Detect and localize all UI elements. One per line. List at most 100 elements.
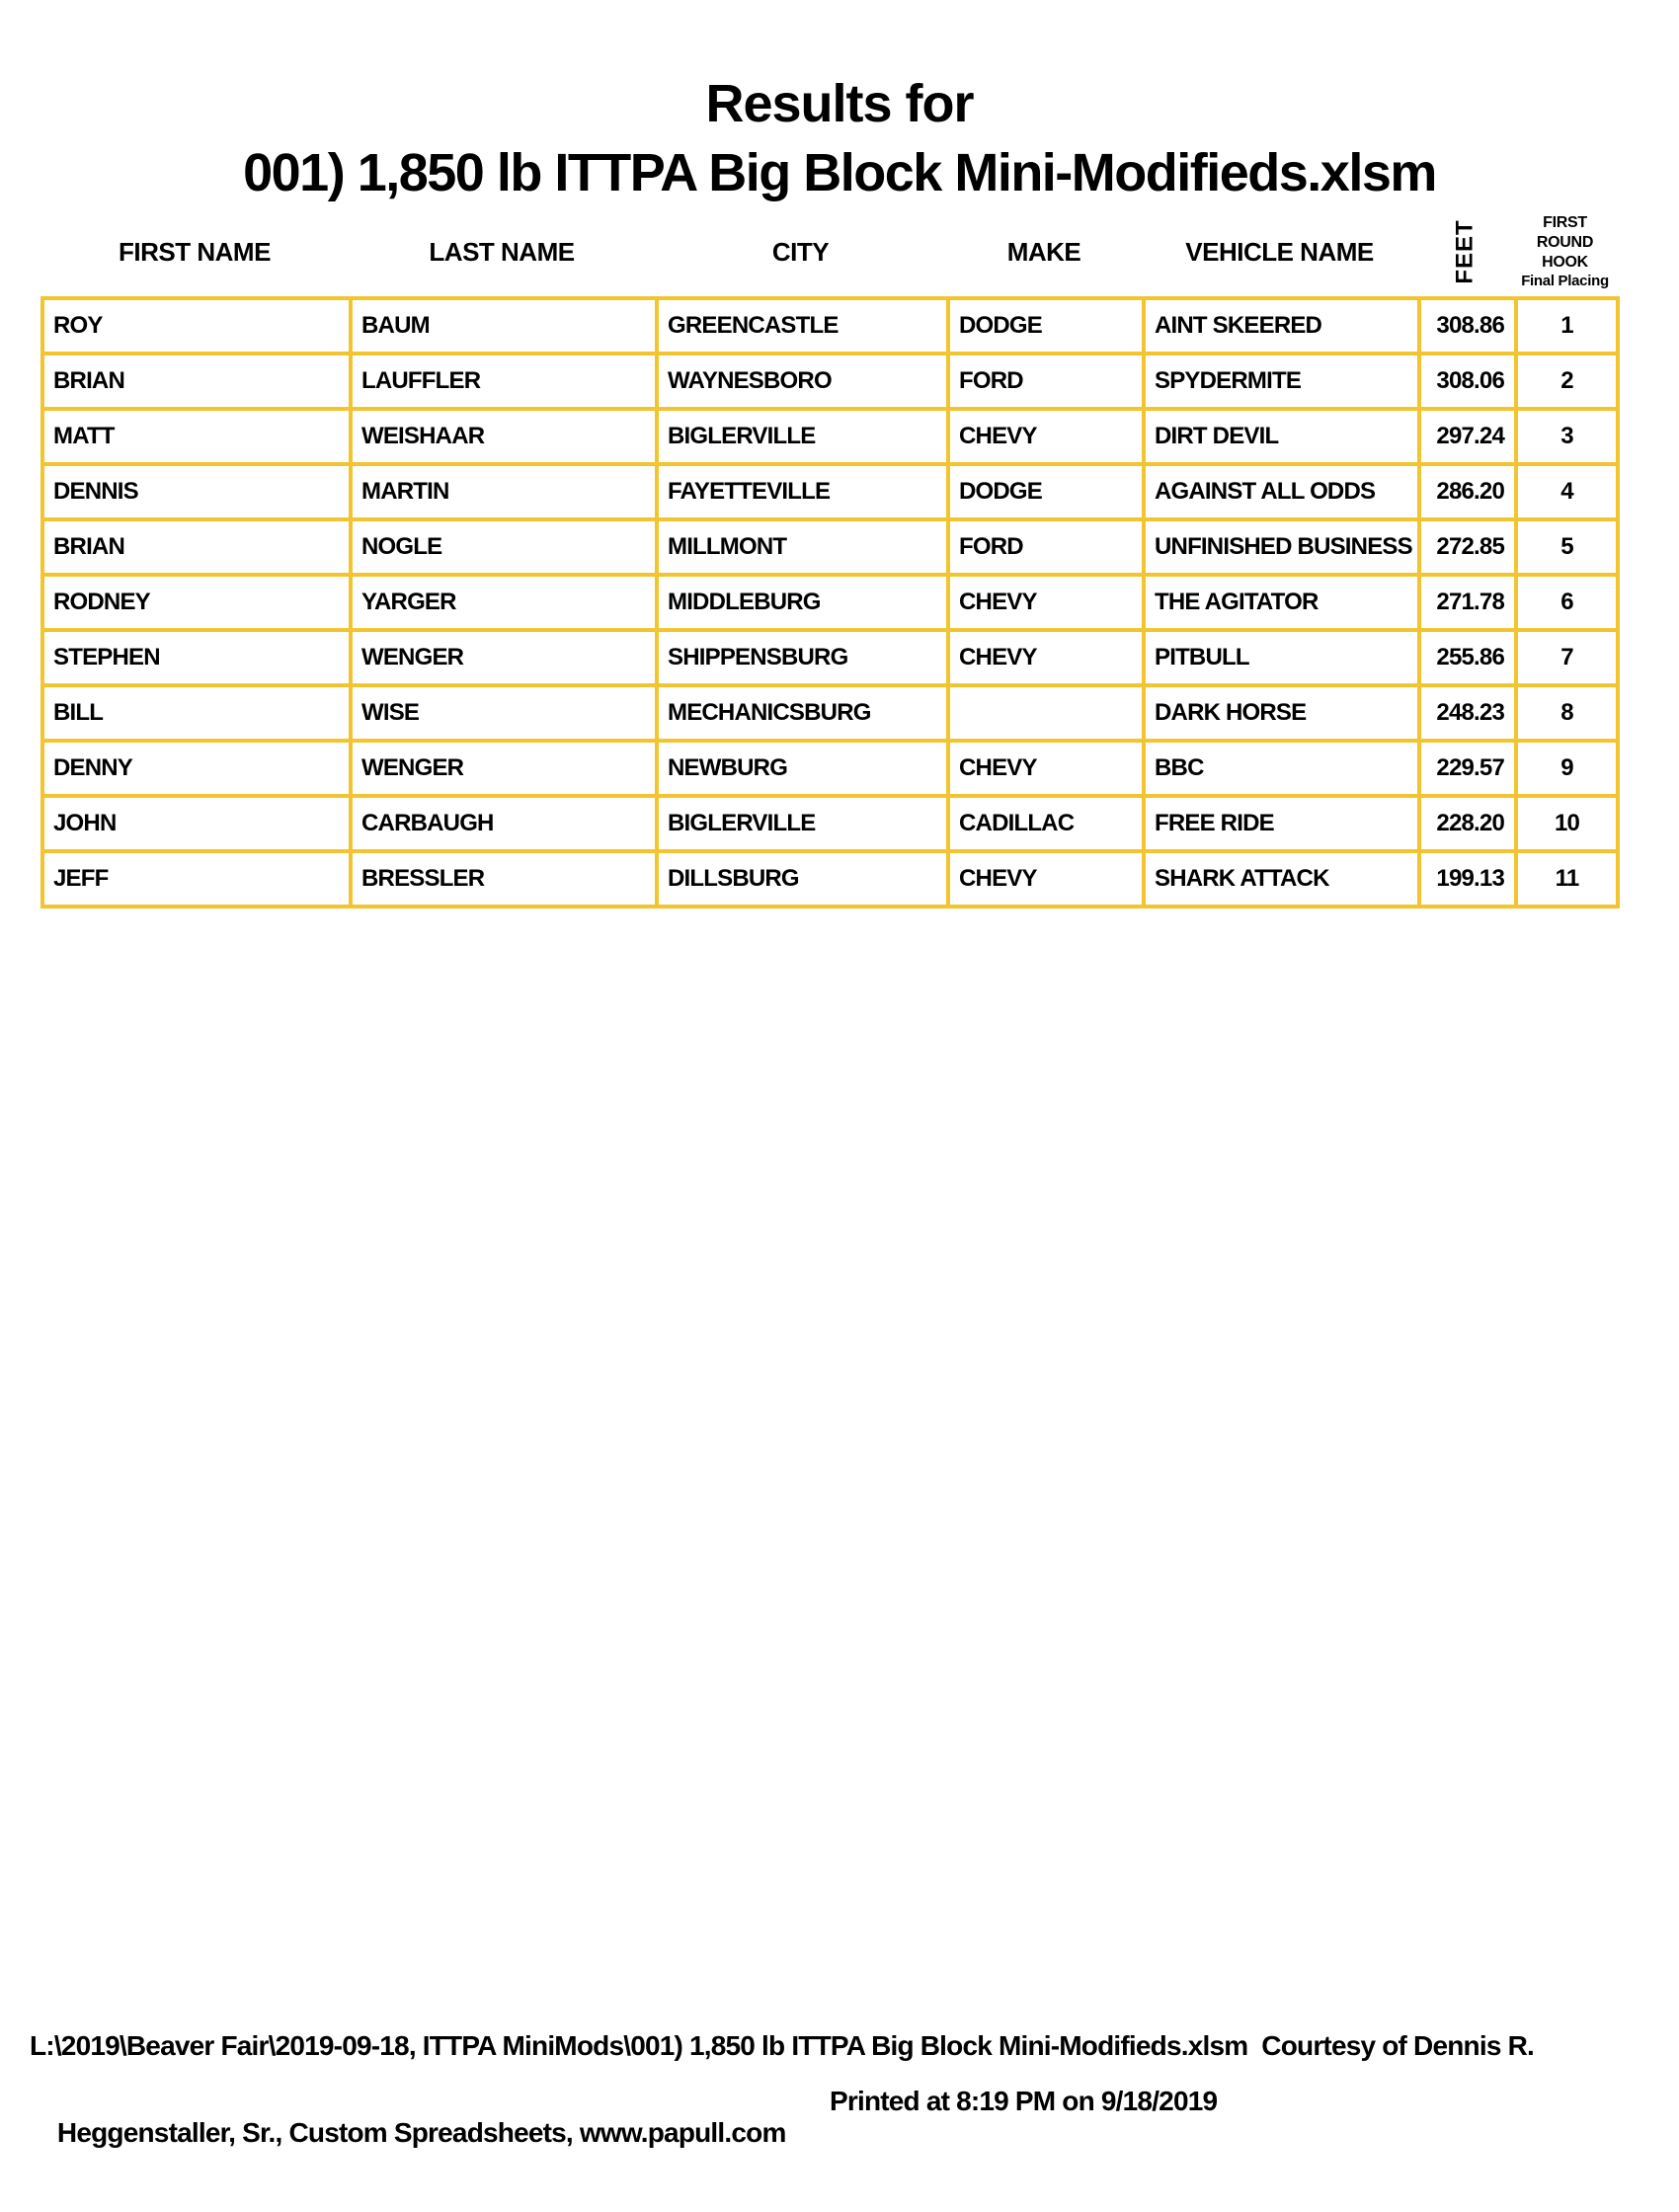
- result-row: BILL WISE MECHANICSBURG DARK HORSE 248.2…: [40, 683, 1620, 743]
- placing-cell: 9: [1514, 739, 1620, 798]
- vehicle-name-cell: AINT SKEERED: [1142, 296, 1421, 356]
- feet-cell: 308.86: [1417, 296, 1518, 356]
- placing-cell: 8: [1514, 683, 1620, 743]
- make-cell: CHEVY: [946, 573, 1146, 632]
- last-name-cell: BAUM: [349, 296, 659, 356]
- city-cell: GREENCASTLE: [655, 296, 950, 356]
- first-name-cell: RODNEY: [40, 573, 353, 632]
- column-header-feet: FEET: [1417, 209, 1514, 294]
- placing-cell: 1: [1514, 296, 1620, 356]
- vehicle-name-cell: UNFINISHED BUSINESS: [1142, 517, 1421, 577]
- result-row: DENNY WENGER NEWBURG CHEVY BBC 229.57 9: [40, 739, 1620, 798]
- vehicle-name-cell: BBC: [1142, 739, 1421, 798]
- placing-cell: 10: [1514, 794, 1620, 853]
- make-cell: [946, 683, 1146, 743]
- footer-file-path: L:\2019\Beaver Fair\2019-09-18, ITTPA Mi…: [30, 2030, 1535, 2061]
- column-header-first-name: FIRST NAME: [119, 236, 271, 267]
- footer-line2: Heggenstaller, Sr., Custom Spreadsheets,…: [30, 2086, 1659, 2148]
- feet-cell: 297.24: [1417, 407, 1518, 466]
- make-cell: CHEVY: [946, 739, 1146, 798]
- feet-cell: 255.86: [1417, 628, 1518, 687]
- hook-header-line1: FIRST ROUND: [1536, 213, 1594, 251]
- city-cell: MIDDLEBURG: [655, 573, 950, 632]
- last-name-cell: WISE: [349, 683, 659, 743]
- result-row: MATT WEISHAAR BIGLERVILLE CHEVY DIRT DEV…: [40, 407, 1620, 466]
- last-name-cell: LAUFFLER: [349, 352, 659, 411]
- vehicle-name-cell: PITBULL: [1142, 628, 1421, 687]
- vehicle-name-cell: THE AGITATOR: [1142, 573, 1421, 632]
- results-table: ROY BAUM GREENCASTLE DODGE AINT SKEERED …: [40, 296, 1620, 908]
- vehicle-name-cell: DIRT DEVIL: [1142, 407, 1421, 466]
- make-cell: FORD: [946, 352, 1146, 411]
- hook-header-line2: HOOK: [1542, 253, 1588, 271]
- feet-cell: 308.06: [1417, 352, 1518, 411]
- result-row: DENNIS MARTIN FAYETTEVILLE DODGE AGAINST…: [40, 462, 1620, 521]
- last-name-cell: WENGER: [349, 739, 659, 798]
- make-cell: CADILLAC: [946, 794, 1146, 853]
- placing-cell: 7: [1514, 628, 1620, 687]
- placing-cell: 5: [1514, 517, 1620, 577]
- feet-cell: 271.78: [1417, 573, 1518, 632]
- vehicle-name-cell: FREE RIDE: [1142, 794, 1421, 853]
- make-cell: DODGE: [946, 296, 1146, 356]
- feet-cell: 229.57: [1417, 739, 1518, 798]
- city-cell: FAYETTEVILLE: [655, 462, 950, 521]
- first-name-cell: STEPHEN: [40, 628, 353, 687]
- city-cell: NEWBURG: [655, 739, 950, 798]
- placing-cell: 6: [1514, 573, 1620, 632]
- city-cell: DILLSBURG: [655, 849, 950, 908]
- column-header-last-name: LAST NAME: [429, 236, 575, 267]
- column-header-final-placing: FIRST ROUND HOOK Final Placing: [1514, 213, 1616, 291]
- city-cell: MILLMONT: [655, 517, 950, 577]
- city-cell: MECHANICSBURG: [655, 683, 950, 743]
- column-header-make: MAKE: [1006, 236, 1081, 267]
- city-cell: BIGLERVILLE: [655, 794, 950, 853]
- column-headers: FIRST NAME LAST NAME CITY MAKE VEHICLE N…: [40, 209, 1616, 294]
- first-name-cell: DENNIS: [40, 462, 353, 521]
- page-title: Results for: [705, 74, 974, 133]
- vehicle-name-cell: SPYDERMITE: [1142, 352, 1421, 411]
- make-cell: CHEVY: [946, 407, 1146, 466]
- make-cell: DODGE: [946, 462, 1146, 521]
- feet-cell: 228.20: [1417, 794, 1518, 853]
- make-cell: CHEVY: [946, 628, 1146, 687]
- first-name-cell: JOHN: [40, 794, 353, 853]
- first-name-cell: BILL: [40, 683, 353, 743]
- result-row: ROY BAUM GREENCASTLE DODGE AINT SKEERED …: [40, 296, 1620, 356]
- result-row: RODNEY YARGER MIDDLEBURG CHEVY THE AGITA…: [40, 573, 1620, 632]
- placing-cell: 11: [1514, 849, 1620, 908]
- page-footer: L:\2019\Beaver Fair\2019-09-18, ITTPA Mi…: [30, 2030, 1659, 2148]
- last-name-cell: MARTIN: [349, 462, 659, 521]
- first-name-cell: DENNY: [40, 739, 353, 798]
- column-header-city: CITY: [771, 236, 830, 267]
- first-name-cell: JEFF: [40, 849, 353, 908]
- result-row: STEPHEN WENGER SHIPPENSBURG CHEVY PITBUL…: [40, 628, 1620, 687]
- last-name-cell: BRESSLER: [349, 849, 659, 908]
- vehicle-name-cell: AGAINST ALL ODDS: [1142, 462, 1421, 521]
- feet-cell: 248.23: [1417, 683, 1518, 743]
- result-row: JEFF BRESSLER DILLSBURG CHEVY SHARK ATTA…: [40, 849, 1620, 908]
- first-name-cell: BRIAN: [40, 517, 353, 577]
- feet-cell: 286.20: [1417, 462, 1518, 521]
- hook-header-line3: Final Placing: [1521, 272, 1609, 289]
- result-row: BRIAN NOGLE MILLMONT FORD UNFINISHED BUS…: [40, 517, 1620, 577]
- city-cell: SHIPPENSBURG: [655, 628, 950, 687]
- placing-cell: 3: [1514, 407, 1620, 466]
- vehicle-name-cell: SHARK ATTACK: [1142, 849, 1421, 908]
- file-title: 001) 1,850 lb ITTPA Big Block Mini-Modif…: [243, 143, 1437, 202]
- result-row: JOHN CARBAUGH BIGLERVILLE CADILLAC FREE …: [40, 794, 1620, 853]
- last-name-cell: CARBAUGH: [349, 794, 659, 853]
- make-cell: CHEVY: [946, 849, 1146, 908]
- feet-cell: 272.85: [1417, 517, 1518, 577]
- footer-printed-timestamp: Printed at 8:19 PM on 9/18/2019: [830, 2086, 1218, 2116]
- vehicle-name-cell: DARK HORSE: [1142, 683, 1421, 743]
- feet-rotated-label: FEET: [1452, 219, 1479, 284]
- feet-cell: 199.13: [1417, 849, 1518, 908]
- result-row: BRIAN LAUFFLER WAYNESBORO FORD SPYDERMIT…: [40, 352, 1620, 411]
- last-name-cell: YARGER: [349, 573, 659, 632]
- last-name-cell: NOGLE: [349, 517, 659, 577]
- placing-cell: 4: [1514, 462, 1620, 521]
- make-cell: FORD: [946, 517, 1146, 577]
- first-name-cell: MATT: [40, 407, 353, 466]
- city-cell: BIGLERVILLE: [655, 407, 950, 466]
